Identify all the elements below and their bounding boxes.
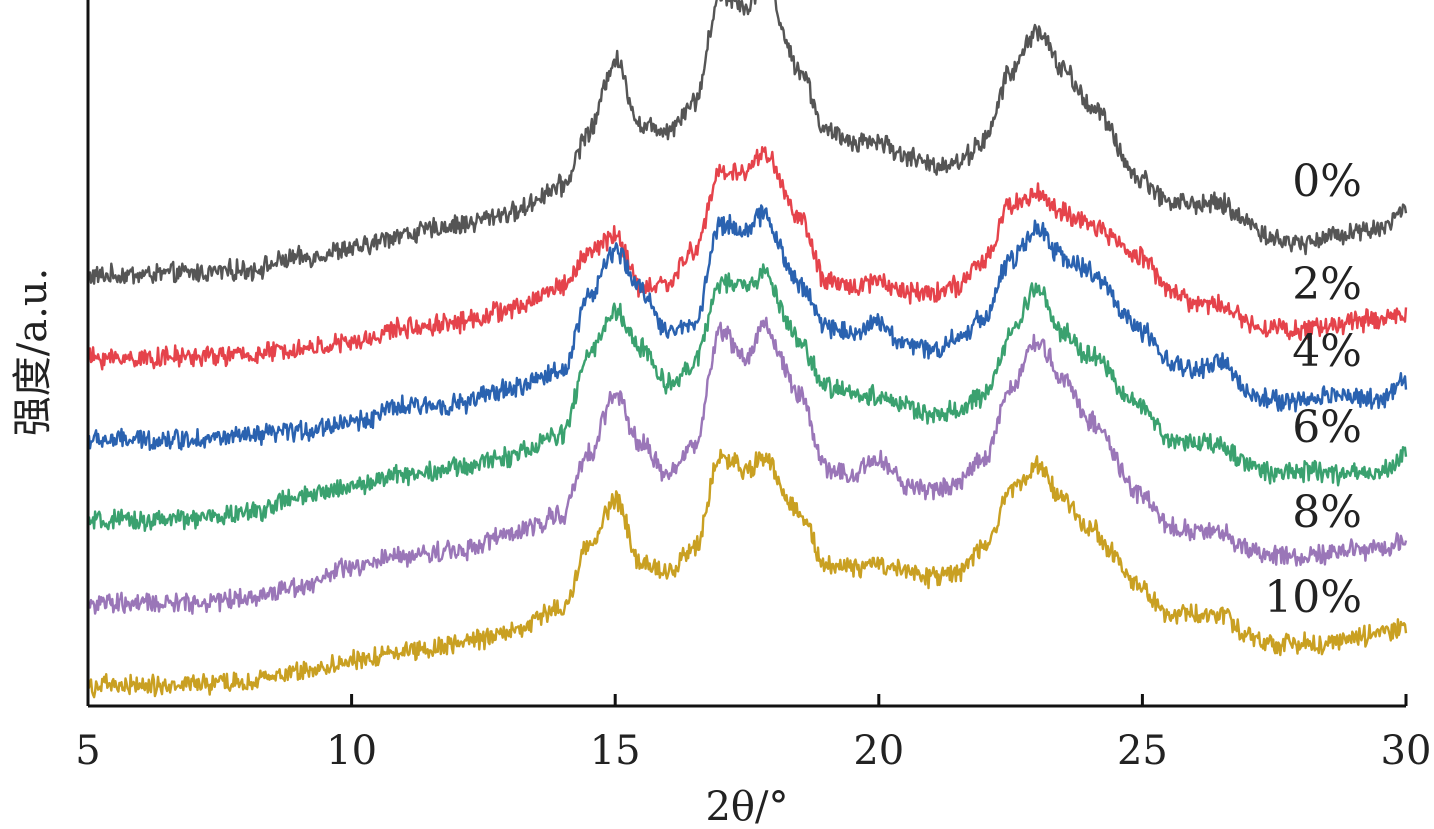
- series-line-0pct: [86, 0, 1408, 285]
- series-label-4pct: 4%: [1292, 326, 1362, 377]
- axes-group: [86, 0, 1406, 708]
- series-line-2pct: [86, 146, 1408, 371]
- series-labels: 0% 2% 4% 6% 8% 10%: [1264, 156, 1362, 623]
- x-tick-label-30: 30: [1381, 728, 1432, 774]
- series-line-8pct: [87, 316, 1408, 615]
- x-tick-label-20: 20: [853, 728, 904, 774]
- series-label-6pct: 6%: [1292, 402, 1362, 453]
- series-line-6pct: [86, 263, 1408, 532]
- x-tick-label-25: 25: [1117, 728, 1168, 774]
- x-tick-label-10: 10: [326, 728, 377, 774]
- series-label-2pct: 2%: [1292, 259, 1362, 310]
- series-label-8pct: 8%: [1292, 487, 1362, 538]
- series-line-10pct: [86, 448, 1408, 699]
- y-axis-title: 强度/a.u.: [10, 268, 56, 437]
- x-tick-label-5: 5: [75, 728, 100, 774]
- series-label-10pct: 10%: [1264, 572, 1362, 623]
- x-axis-title: 2θ/°: [705, 784, 788, 829]
- x-ticks: 5 10 15 20 25 30: [75, 694, 1431, 774]
- x-tick-label-15: 15: [590, 728, 641, 774]
- series-line-4pct: [86, 204, 1408, 451]
- series-group: [86, 0, 1408, 699]
- series-label-0pct: 0%: [1292, 156, 1362, 207]
